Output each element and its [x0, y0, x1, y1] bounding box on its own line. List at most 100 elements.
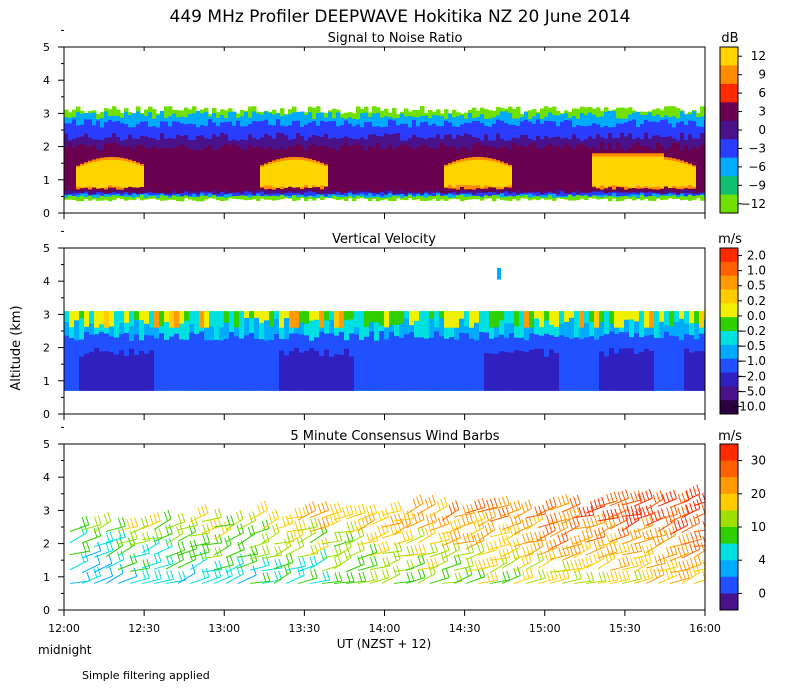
wind-barb-flag: [590, 571, 595, 581]
x-axis-title: UT (NZST + 12): [337, 637, 431, 651]
wind-barb-flag: [302, 507, 307, 517]
wind-barb-flag: [593, 540, 598, 551]
wind-barb-flag: [349, 504, 354, 515]
wind-barb-flag: [538, 531, 543, 541]
wind-barb-flag: [498, 525, 503, 535]
wind-barb-flag: [325, 516, 330, 526]
wind-barb-shaft: [693, 549, 705, 559]
wind-barb-flag: [357, 504, 362, 515]
wind-barb-flag: [470, 543, 475, 553]
wind-barb-shaft: [213, 528, 232, 541]
wind-barb-flag: [345, 532, 350, 542]
wind-barb-flag: [436, 500, 441, 511]
wind-barb-flag: [289, 553, 294, 563]
wind-barb-shaft: [573, 536, 593, 545]
wind-barb-shaft: [381, 509, 402, 516]
wind-barb-flag: [457, 518, 462, 528]
snr-cell: [112, 159, 117, 187]
wind-barb-flag: [268, 513, 273, 523]
snr-cell: [448, 165, 453, 185]
wind-barb-flag: [201, 544, 206, 554]
snr-cell: [192, 150, 197, 193]
snr-cell: [644, 156, 649, 186]
wind-barb-flag: [498, 537, 503, 547]
wind-barb-flag: [522, 533, 527, 544]
velocity-cell: [154, 311, 159, 328]
wind-barb-flag: [491, 520, 496, 530]
wind-barb-flag: [602, 510, 607, 520]
snr-cell: [536, 148, 541, 193]
velocity-cell: [464, 333, 470, 391]
wind-barb-flag: [671, 526, 676, 536]
wind-barb-flag: [494, 556, 499, 566]
wind-barb-flag: [313, 555, 318, 565]
wind-barb-flag: [626, 506, 631, 516]
wind-barb-shaft: [525, 513, 546, 519]
wind-barb-shaft: [669, 513, 689, 523]
wind-barb-flag: [248, 513, 253, 523]
colorbar-swatch: [720, 493, 738, 511]
wind-barb-shaft: [285, 545, 305, 556]
velocity-cell: [309, 348, 315, 391]
colorbar-label: 6: [758, 86, 766, 100]
wind-barb-flag: [493, 497, 498, 508]
wind-barb-flag: [237, 541, 242, 552]
colorbar-swatch: [720, 372, 738, 387]
wind-barb-flag: [498, 508, 503, 519]
wind-barb-shaft: [321, 540, 342, 545]
wind-barb-flag: [310, 545, 315, 555]
velocity-cell: [344, 348, 350, 391]
snr-cell: [160, 148, 165, 194]
wind-barb-shaft: [633, 513, 654, 521]
wind-barb-flag: [443, 496, 448, 507]
snr-x-axis: [63, 47, 706, 219]
wind-barb-flag: [321, 517, 326, 528]
wind-barb-flag: [373, 543, 378, 553]
wind-barb-flag: [621, 501, 626, 512]
wind-barb-shaft: [525, 539, 546, 544]
wind-barb-shaft: [237, 574, 257, 584]
velocity-cell: [624, 348, 630, 391]
wind-barb-shaft: [609, 550, 630, 556]
velocity-unit-label: m/s: [718, 232, 742, 247]
wind-barb-flag: [644, 554, 649, 565]
wind-barb-flag: [706, 503, 709, 512]
wind-barb-flag: [401, 532, 406, 542]
wind-barb-flag: [542, 504, 547, 515]
velocity-cell: [659, 338, 665, 391]
wind-barb-shaft: [525, 559, 544, 571]
wind-barb-flag: [287, 563, 292, 573]
wind-barb-shaft: [453, 565, 474, 571]
wind-barb-shaft: [225, 573, 244, 584]
velocity-cell: [564, 336, 570, 391]
wind-barb-flag: [711, 535, 714, 544]
snr-cell: [572, 149, 577, 193]
wind-barb-flag: [381, 509, 386, 520]
snr-cell: [540, 148, 545, 192]
wind-barb-flag: [637, 527, 642, 538]
wind-y-axis: 0 1 2 3 4 5: [43, 426, 64, 617]
velocity-cell: [254, 338, 260, 391]
wind-barb-shaft: [81, 575, 101, 584]
wind-barb-flag: [97, 541, 102, 552]
wind-barb-flag: [108, 554, 113, 564]
wind-barb-shaft: [69, 532, 88, 544]
snr-cell: [168, 148, 173, 193]
velocity-cell: [514, 350, 520, 391]
wind-barb-shaft: [333, 546, 352, 559]
snr-cell: [640, 156, 645, 188]
wind-barb-shaft: [549, 518, 570, 524]
velocity-cell: [644, 311, 649, 328]
wind-barb-flag: [321, 502, 326, 512]
wind-barb-flag: [302, 519, 307, 530]
snr-cell: [604, 156, 609, 188]
snr-cell: [600, 156, 605, 186]
snr-cell: [392, 149, 397, 193]
wind-barb-flag: [466, 544, 471, 554]
velocity-cell: [384, 339, 390, 391]
wind-barb-flag: [652, 537, 657, 547]
wind-barb-flag: [338, 531, 343, 541]
wind-barb-flag: [206, 523, 211, 534]
wind-barb-shaft: [561, 543, 582, 550]
wind-barb-flag: [85, 515, 90, 525]
